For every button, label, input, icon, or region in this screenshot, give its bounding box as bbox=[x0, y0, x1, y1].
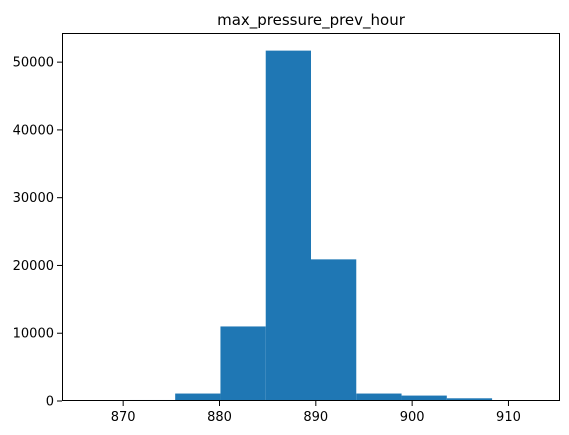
y-tick-label-2: 20000 bbox=[13, 259, 54, 274]
x-tick-label-2: 890 bbox=[303, 410, 328, 425]
histogram-bar-5 bbox=[311, 259, 357, 401]
y-axis-ticks: 0 10000 20000 30000 40000 50000 bbox=[13, 56, 62, 410]
plot-frame bbox=[62, 33, 560, 401]
x-tick-label-3: 900 bbox=[400, 410, 425, 425]
y-tick-label-5: 50000 bbox=[13, 56, 54, 71]
x-tick-label-4: 910 bbox=[496, 410, 521, 425]
histogram-bar-6 bbox=[356, 393, 402, 401]
x-tick-label-0: 870 bbox=[111, 410, 136, 425]
y-tick-label-0: 0 bbox=[46, 395, 54, 410]
histogram-bar-7 bbox=[401, 395, 447, 401]
y-tick-label-4: 40000 bbox=[13, 123, 54, 138]
chart-title: max_pressure_prev_hour bbox=[217, 11, 406, 30]
bars-group bbox=[129, 50, 493, 401]
x-axis-ticks: 870 880 890 900 910 bbox=[111, 401, 521, 425]
x-tick-label-1: 880 bbox=[207, 410, 232, 425]
y-tick-label-1: 10000 bbox=[13, 327, 54, 342]
histogram-bar-2 bbox=[175, 393, 221, 401]
y-tick-label-3: 30000 bbox=[13, 191, 54, 206]
histogram-bar-8 bbox=[446, 398, 493, 401]
histogram-bar-3 bbox=[220, 326, 266, 401]
histogram-bar-4 bbox=[265, 50, 311, 401]
